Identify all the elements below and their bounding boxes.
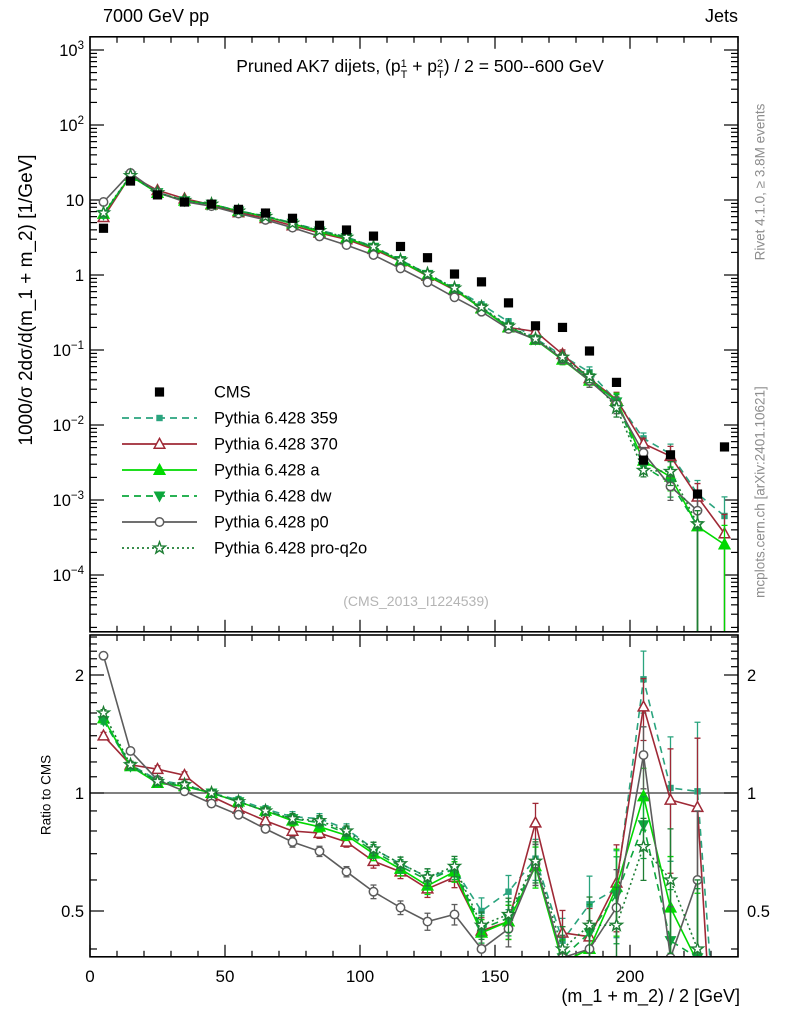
svg-text:10−2: 10−2 xyxy=(53,415,84,435)
svg-text:1: 1 xyxy=(747,785,756,803)
series-pythia-6-428-370 xyxy=(96,168,732,632)
svg-text:2: 2 xyxy=(75,667,84,685)
legend-label: CMS xyxy=(214,384,251,402)
svg-text:200: 200 xyxy=(616,967,644,986)
mcplots-attribution: mcplots.cern.ch [arXiv:2401.10621] xyxy=(752,386,768,598)
legend-label: Pythia 6.428 p0 xyxy=(214,514,329,532)
header-analysis-group: Jets xyxy=(704,6,738,26)
header-beam-info: 7000 GeV pp xyxy=(103,6,210,26)
svg-text:10: 10 xyxy=(66,192,84,210)
x-axis-label: (m_1 + m_2) / 2 [GeV] xyxy=(561,986,740,1006)
series-pythia-6-428-pro-q2o xyxy=(95,704,706,956)
main-panel xyxy=(95,167,732,632)
plot-title: Pruned AK7 dijets, (p 1 T + p 2 T) / 2 = 500… xyxy=(120,56,720,81)
main-panel-frame xyxy=(89,35,739,633)
axes xyxy=(89,36,739,957)
svg-text:102: 102 xyxy=(59,115,84,135)
svg-text:1: 1 xyxy=(75,267,84,285)
svg-text:10−3: 10−3 xyxy=(53,490,84,510)
legend-label: Pythia 6.428 dw xyxy=(214,488,331,506)
y-axis-label-ratio: Ratio to CMS xyxy=(38,754,54,836)
svg-text:1: 1 xyxy=(75,785,84,803)
legend-label: Pythia 6.428 pro-q2o xyxy=(214,540,367,558)
svg-text:0.5: 0.5 xyxy=(61,903,84,921)
svg-text:100: 100 xyxy=(346,967,374,986)
svg-text:10−4: 10−4 xyxy=(53,565,85,585)
plot-title-text: Pruned AK7 dijets, (p xyxy=(236,56,401,76)
legend: CMS Pythia 6.428 359 Pythia 6.428 370 Pythi… xyxy=(122,384,367,558)
pt2-sup: 2 xyxy=(437,58,444,71)
legend-label: Pythia 6.428 a xyxy=(214,462,320,480)
ratio-panel-frame xyxy=(89,634,739,958)
series-pythia-6-428-359 xyxy=(100,172,728,632)
svg-text:150: 150 xyxy=(481,967,509,986)
series-pythia-6-428-p0 xyxy=(98,650,703,956)
svg-text:103: 103 xyxy=(59,40,84,60)
svg-text:2: 2 xyxy=(747,667,756,685)
analysis-id-watermark: (CMS_2013_I1224539) xyxy=(343,593,489,609)
plot-title-post: ) / 2 = 500--600 GeV xyxy=(443,56,604,76)
y-axis-label-main: 1000/σ 2dσ/d(m_1 + m_2) [1/GeV] xyxy=(16,154,37,446)
legend-label: Pythia 6.428 370 xyxy=(214,436,338,454)
pt1-sup: 1 xyxy=(400,58,407,71)
pt1-sub: T xyxy=(400,69,408,82)
svg-text:0: 0 xyxy=(85,967,94,986)
rivet-version-note: Rivet 4.1.0, ≥ 3.8M events xyxy=(752,103,768,261)
svg-text:50: 50 xyxy=(216,967,235,986)
series-pythia-6-428-p0 xyxy=(98,168,703,632)
svg-text:0.5: 0.5 xyxy=(747,903,770,921)
ratio-panel xyxy=(95,650,711,956)
pt2-sub: T xyxy=(437,69,444,82)
series-cms-data xyxy=(98,176,730,499)
svg-text:10−1: 10−1 xyxy=(53,340,84,360)
legend-label: Pythia 6.428 359 xyxy=(214,410,338,428)
plot-title-mid: + p xyxy=(407,56,438,76)
series-pythia-6-428-a xyxy=(96,168,732,632)
